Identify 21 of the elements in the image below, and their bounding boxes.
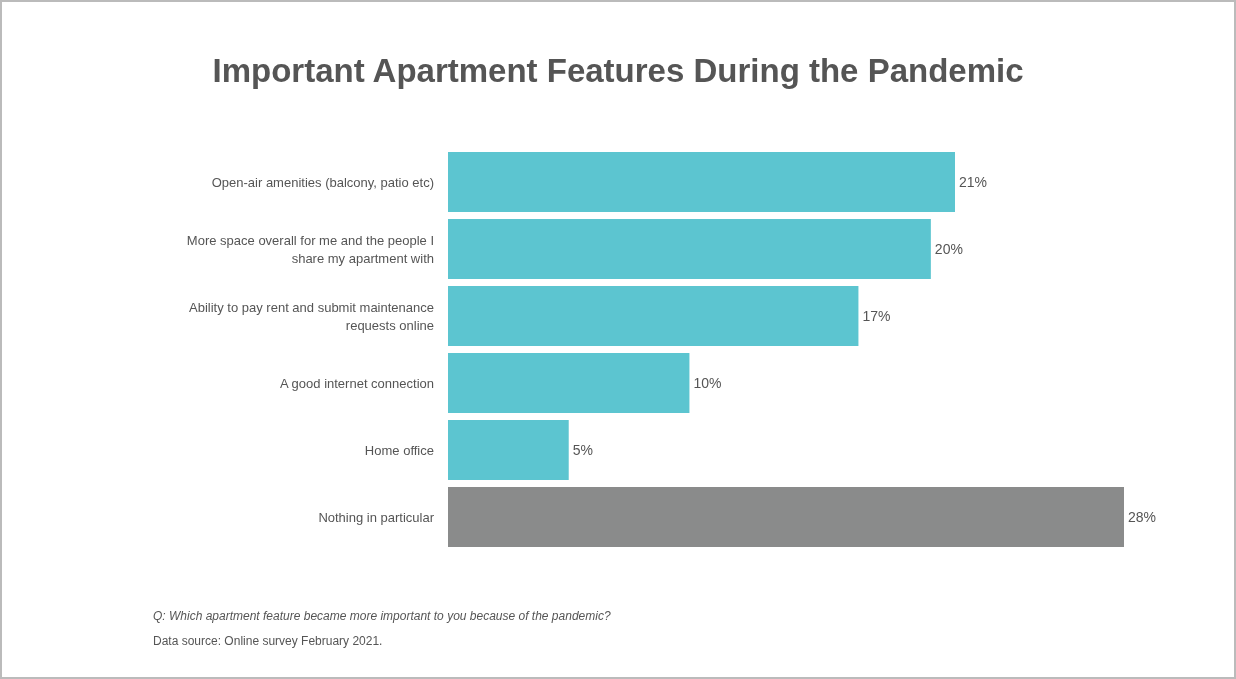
source-note: Data source: Online survey February 2021. (153, 634, 383, 648)
y-tick-label: A good internet connection (280, 375, 434, 391)
bar (448, 487, 1124, 547)
data-label: 28% (1128, 508, 1157, 525)
data-label: 10% (693, 374, 722, 391)
data-label: 21% (959, 173, 988, 190)
bar (448, 353, 690, 413)
chart-title: Important Apartment Features During the Pandemic (212, 52, 1024, 89)
data-label: 17% (862, 307, 891, 324)
bar (448, 420, 569, 480)
data-label: 20% (934, 240, 963, 257)
bar (448, 219, 931, 279)
text: Q: Which apartment feature became more important to you because of the pandemic? (153, 609, 611, 623)
y-tick-label: Nothing in particular (318, 509, 435, 525)
y-tick-label: More space overall for me and the people I share my apartment with (186, 232, 434, 266)
y-tick-label: Home office (364, 442, 434, 458)
y-tick-label: Open-air amenities (balcony, patio etc) (211, 174, 434, 190)
bar (448, 286, 859, 346)
y-tick-label: Ability to pay rent and submit maintenance requests online (189, 299, 434, 333)
bar (448, 152, 955, 212)
data-label: 5% (572, 441, 593, 458)
